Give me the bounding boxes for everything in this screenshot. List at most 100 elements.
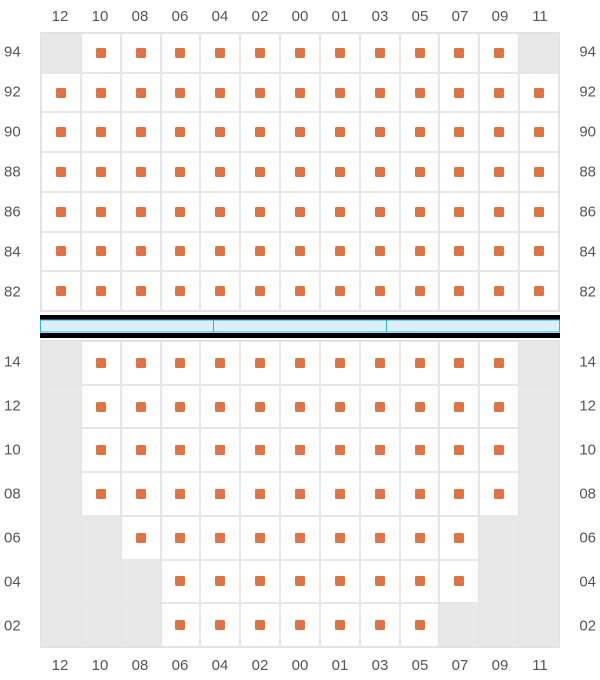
seat-cell[interactable] bbox=[439, 33, 479, 73]
seat-cell[interactable] bbox=[400, 341, 440, 385]
seat-cell[interactable] bbox=[280, 385, 320, 429]
seat-cell[interactable] bbox=[360, 472, 400, 516]
seat-cell[interactable] bbox=[81, 73, 121, 113]
seat-cell[interactable] bbox=[81, 271, 121, 311]
seat-cell[interactable] bbox=[280, 603, 320, 647]
seat-cell[interactable] bbox=[161, 516, 201, 560]
seat-cell[interactable] bbox=[400, 33, 440, 73]
seat-cell[interactable] bbox=[360, 271, 400, 311]
seat-cell[interactable] bbox=[240, 152, 280, 192]
seat-cell[interactable] bbox=[121, 341, 161, 385]
seat-cell[interactable] bbox=[519, 73, 559, 113]
seat-cell[interactable] bbox=[81, 385, 121, 429]
seat-cell[interactable] bbox=[320, 73, 360, 113]
seat-cell[interactable] bbox=[479, 152, 519, 192]
seat-cell[interactable] bbox=[400, 385, 440, 429]
seat-cell[interactable] bbox=[439, 73, 479, 113]
seat-cell[interactable] bbox=[240, 385, 280, 429]
seat-cell[interactable] bbox=[360, 341, 400, 385]
seat-cell[interactable] bbox=[320, 232, 360, 272]
seat-cell[interactable] bbox=[439, 152, 479, 192]
seat-cell[interactable] bbox=[161, 232, 201, 272]
seat-cell[interactable] bbox=[320, 271, 360, 311]
seat-cell[interactable] bbox=[41, 112, 81, 152]
seat-cell[interactable] bbox=[280, 271, 320, 311]
seat-cell[interactable] bbox=[400, 516, 440, 560]
seat-cell[interactable] bbox=[360, 428, 400, 472]
seat-cell[interactable] bbox=[121, 152, 161, 192]
seat-cell[interactable] bbox=[200, 271, 240, 311]
seat-cell[interactable] bbox=[519, 232, 559, 272]
seat-cell[interactable] bbox=[439, 112, 479, 152]
seat-cell[interactable] bbox=[439, 472, 479, 516]
seat-cell[interactable] bbox=[161, 385, 201, 429]
seat-cell[interactable] bbox=[320, 152, 360, 192]
seat-cell[interactable] bbox=[240, 560, 280, 604]
seat-cell[interactable] bbox=[320, 341, 360, 385]
seat-cell[interactable] bbox=[400, 73, 440, 113]
seat-cell[interactable] bbox=[200, 516, 240, 560]
seat-cell[interactable] bbox=[81, 112, 121, 152]
seat-cell[interactable] bbox=[200, 560, 240, 604]
seat-cell[interactable] bbox=[280, 112, 320, 152]
seat-cell[interactable] bbox=[320, 33, 360, 73]
seat-cell[interactable] bbox=[41, 152, 81, 192]
seat-cell[interactable] bbox=[81, 152, 121, 192]
seat-cell[interactable] bbox=[240, 271, 280, 311]
seat-cell[interactable] bbox=[240, 112, 280, 152]
seat-cell[interactable] bbox=[400, 152, 440, 192]
seat-cell[interactable] bbox=[479, 192, 519, 232]
seat-cell[interactable] bbox=[439, 560, 479, 604]
seat-cell[interactable] bbox=[479, 112, 519, 152]
seat-cell[interactable] bbox=[280, 560, 320, 604]
seat-cell[interactable] bbox=[400, 603, 440, 647]
seat-cell[interactable] bbox=[280, 33, 320, 73]
seat-cell[interactable] bbox=[360, 516, 400, 560]
seat-cell[interactable] bbox=[479, 33, 519, 73]
seat-cell[interactable] bbox=[280, 472, 320, 516]
seat-cell[interactable] bbox=[240, 428, 280, 472]
seat-cell[interactable] bbox=[320, 472, 360, 516]
seat-cell[interactable] bbox=[200, 603, 240, 647]
seat-cell[interactable] bbox=[479, 232, 519, 272]
seat-cell[interactable] bbox=[240, 516, 280, 560]
seat-cell[interactable] bbox=[320, 560, 360, 604]
seat-cell[interactable] bbox=[320, 385, 360, 429]
seat-cell[interactable] bbox=[81, 192, 121, 232]
seat-cell[interactable] bbox=[280, 73, 320, 113]
seat-cell[interactable] bbox=[519, 192, 559, 232]
seat-cell[interactable] bbox=[121, 271, 161, 311]
seat-cell[interactable] bbox=[121, 192, 161, 232]
seat-cell[interactable] bbox=[200, 152, 240, 192]
seat-cell[interactable] bbox=[280, 232, 320, 272]
seat-cell[interactable] bbox=[81, 33, 121, 73]
seat-cell[interactable] bbox=[479, 73, 519, 113]
seat-cell[interactable] bbox=[41, 192, 81, 232]
seat-cell[interactable] bbox=[439, 428, 479, 472]
seat-cell[interactable] bbox=[200, 33, 240, 73]
seat-cell[interactable] bbox=[200, 192, 240, 232]
seat-cell[interactable] bbox=[121, 232, 161, 272]
seat-cell[interactable] bbox=[479, 428, 519, 472]
seat-cell[interactable] bbox=[439, 232, 479, 272]
seat-cell[interactable] bbox=[240, 603, 280, 647]
seat-cell[interactable] bbox=[400, 472, 440, 516]
seat-cell[interactable] bbox=[200, 472, 240, 516]
seat-cell[interactable] bbox=[360, 152, 400, 192]
seat-cell[interactable] bbox=[519, 112, 559, 152]
seat-cell[interactable] bbox=[161, 152, 201, 192]
seat-cell[interactable] bbox=[200, 73, 240, 113]
seat-cell[interactable] bbox=[81, 341, 121, 385]
seat-cell[interactable] bbox=[280, 516, 320, 560]
seat-cell[interactable] bbox=[161, 112, 201, 152]
seat-cell[interactable] bbox=[161, 341, 201, 385]
seat-cell[interactable] bbox=[280, 341, 320, 385]
seat-cell[interactable] bbox=[240, 472, 280, 516]
seat-cell[interactable] bbox=[161, 560, 201, 604]
seat-cell[interactable] bbox=[200, 385, 240, 429]
seat-cell[interactable] bbox=[161, 271, 201, 311]
seat-cell[interactable] bbox=[200, 112, 240, 152]
seat-cell[interactable] bbox=[439, 516, 479, 560]
seat-cell[interactable] bbox=[121, 33, 161, 73]
seat-cell[interactable] bbox=[81, 472, 121, 516]
